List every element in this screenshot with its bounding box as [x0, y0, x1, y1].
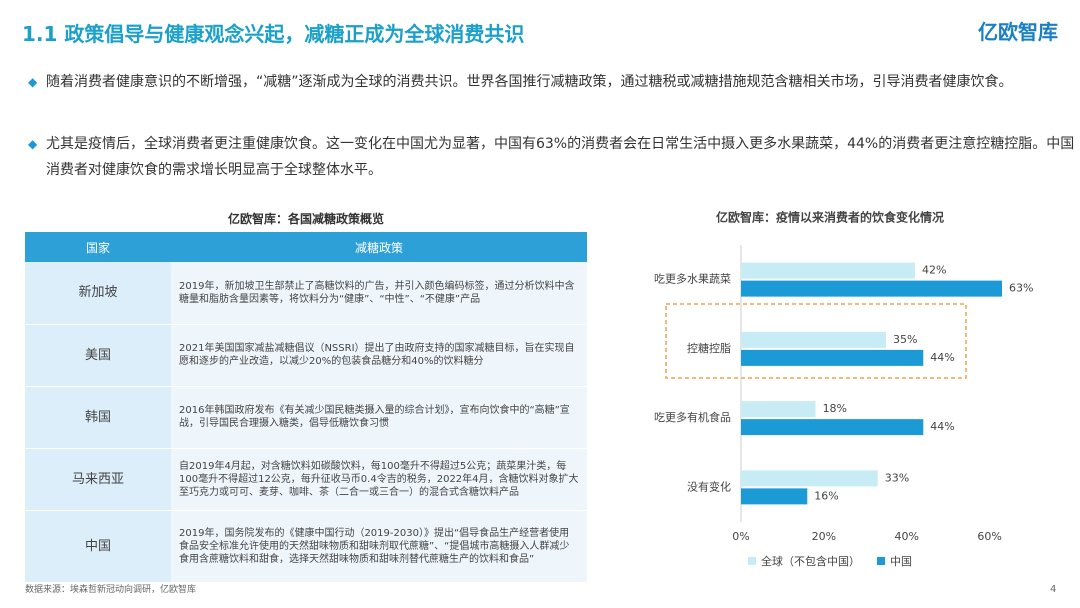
country-cell: 韩国	[25, 386, 171, 449]
value-label: 18%	[823, 402, 847, 415]
x-tick-label: 0%	[732, 530, 749, 543]
legend-label: 全球（不包含中国）	[761, 554, 860, 568]
highlight-box	[665, 303, 967, 379]
x-tick-label: 20%	[812, 530, 836, 543]
value-label: 16%	[814, 489, 838, 502]
x-tick-label: 60%	[977, 530, 1001, 543]
country-cell: 马来西亚	[25, 448, 171, 511]
policy-table: 国家 减糖政策 新加坡 2019年，新加坡卫生部禁止了高糖饮料的广告，并引入颜色编码…	[25, 232, 587, 583]
country-cell: 新加坡	[25, 262, 171, 325]
x-tick-label: 40%	[894, 530, 918, 543]
page-number: 4	[1050, 584, 1057, 595]
table-row: 新加坡 2019年，新加坡卫生部禁止了高糖饮料的广告，并引入颜色编码标签，通过分析…	[25, 262, 587, 325]
bar	[741, 349, 924, 366]
policy-cell: 自2019年4月起，对含糖饮料如碳酸饮料，每100毫升不得超过5公克；蔬菜果汁类…	[171, 448, 587, 511]
slide-title: 1.1 政策倡导与健康观念兴起，减糖正成为全球消费共识	[22, 22, 525, 46]
bullet: 尤其是疫情后，全球消费者更注重健康饮食。这一变化在中国尤为显著，中国有63%的消…	[28, 131, 1076, 183]
value-label: 42%	[922, 264, 946, 277]
value-label: 63%	[1009, 282, 1033, 295]
bar	[741, 470, 878, 487]
table-row: 马来西亚 自2019年4月起，对含糖饮料如碳酸饮料，每100毫升不得超过5公克；蔬…	[25, 448, 587, 511]
logo: 亿欧智库	[978, 20, 1058, 44]
y-tick-label: 吃更多水果蔬菜	[654, 272, 731, 286]
policy-cell: 2019年，国务院发布的《健康中国行动（2019-2030）》提出“倡导食品生产…	[171, 510, 587, 583]
legend-label: 中国	[890, 555, 912, 568]
chart-title: 亿欧智库：疫情以来消费者的饮食变化情况	[716, 210, 944, 225]
bullet: 随着消费者健康意识的不断增强，“减糖”逐渐成为全球的消费共识。世界各国推行减糖政…	[28, 69, 1076, 95]
table-row: 中国 2019年，国务院发布的《健康中国行动（2019-2030）》提出“倡导食品…	[25, 510, 587, 583]
table-row: 韩国 2016年韩国政府发布《有关减少国民糖类摄入量的综合计划》，宣布向饮食中的“…	[25, 386, 587, 449]
policy-cell: 2019年，新加坡卫生部禁止了高糖饮料的广告，并引入颜色编码标签，通过分析饮料中…	[171, 262, 587, 325]
policy-cell: 2016年韩国政府发布《有关减少国民糖类摄入量的综合计划》，宣布向饮食中的“高糖…	[171, 386, 587, 449]
source: 数据来源：埃森哲新冠动向调研，亿欧智库	[25, 585, 197, 595]
bar	[741, 401, 816, 418]
legend-swatch	[748, 557, 756, 565]
chart: 亿欧智库：疫情以来消费者的饮食变化情况 0% 20% 40% 60% 吃更多水果蔬菜 42…	[654, 210, 1033, 569]
bar	[741, 262, 915, 279]
bar	[741, 280, 1002, 297]
y-tick-label: 吃更多有机食品	[654, 410, 731, 424]
value-label: 33%	[885, 471, 909, 484]
table-title: 亿欧智库：各国减糖政策概览	[227, 212, 384, 226]
bar	[741, 331, 886, 348]
value-label: 35%	[893, 333, 917, 346]
bar	[741, 488, 808, 505]
y-tick-label: 没有变化	[687, 479, 731, 493]
bar	[741, 419, 924, 436]
value-label: 44%	[930, 420, 954, 433]
value-label: 44%	[930, 351, 954, 364]
y-tick-label: 控糖控脂	[687, 341, 731, 355]
country-cell: 中国	[25, 510, 171, 583]
country-cell: 美国	[25, 324, 171, 387]
table-row: 美国 2021年美国国家减盐减糖倡议（NSSRI）提出了由政府支持的国家减糖目标，…	[25, 324, 587, 387]
column-header: 减糖政策	[171, 232, 587, 262]
legend-swatch	[877, 557, 885, 565]
policy-cell: 2021年美国国家减盐减糖倡议（NSSRI）提出了由政府支持的国家减糖目标，旨在…	[171, 324, 587, 387]
column-header: 国家	[25, 232, 171, 262]
